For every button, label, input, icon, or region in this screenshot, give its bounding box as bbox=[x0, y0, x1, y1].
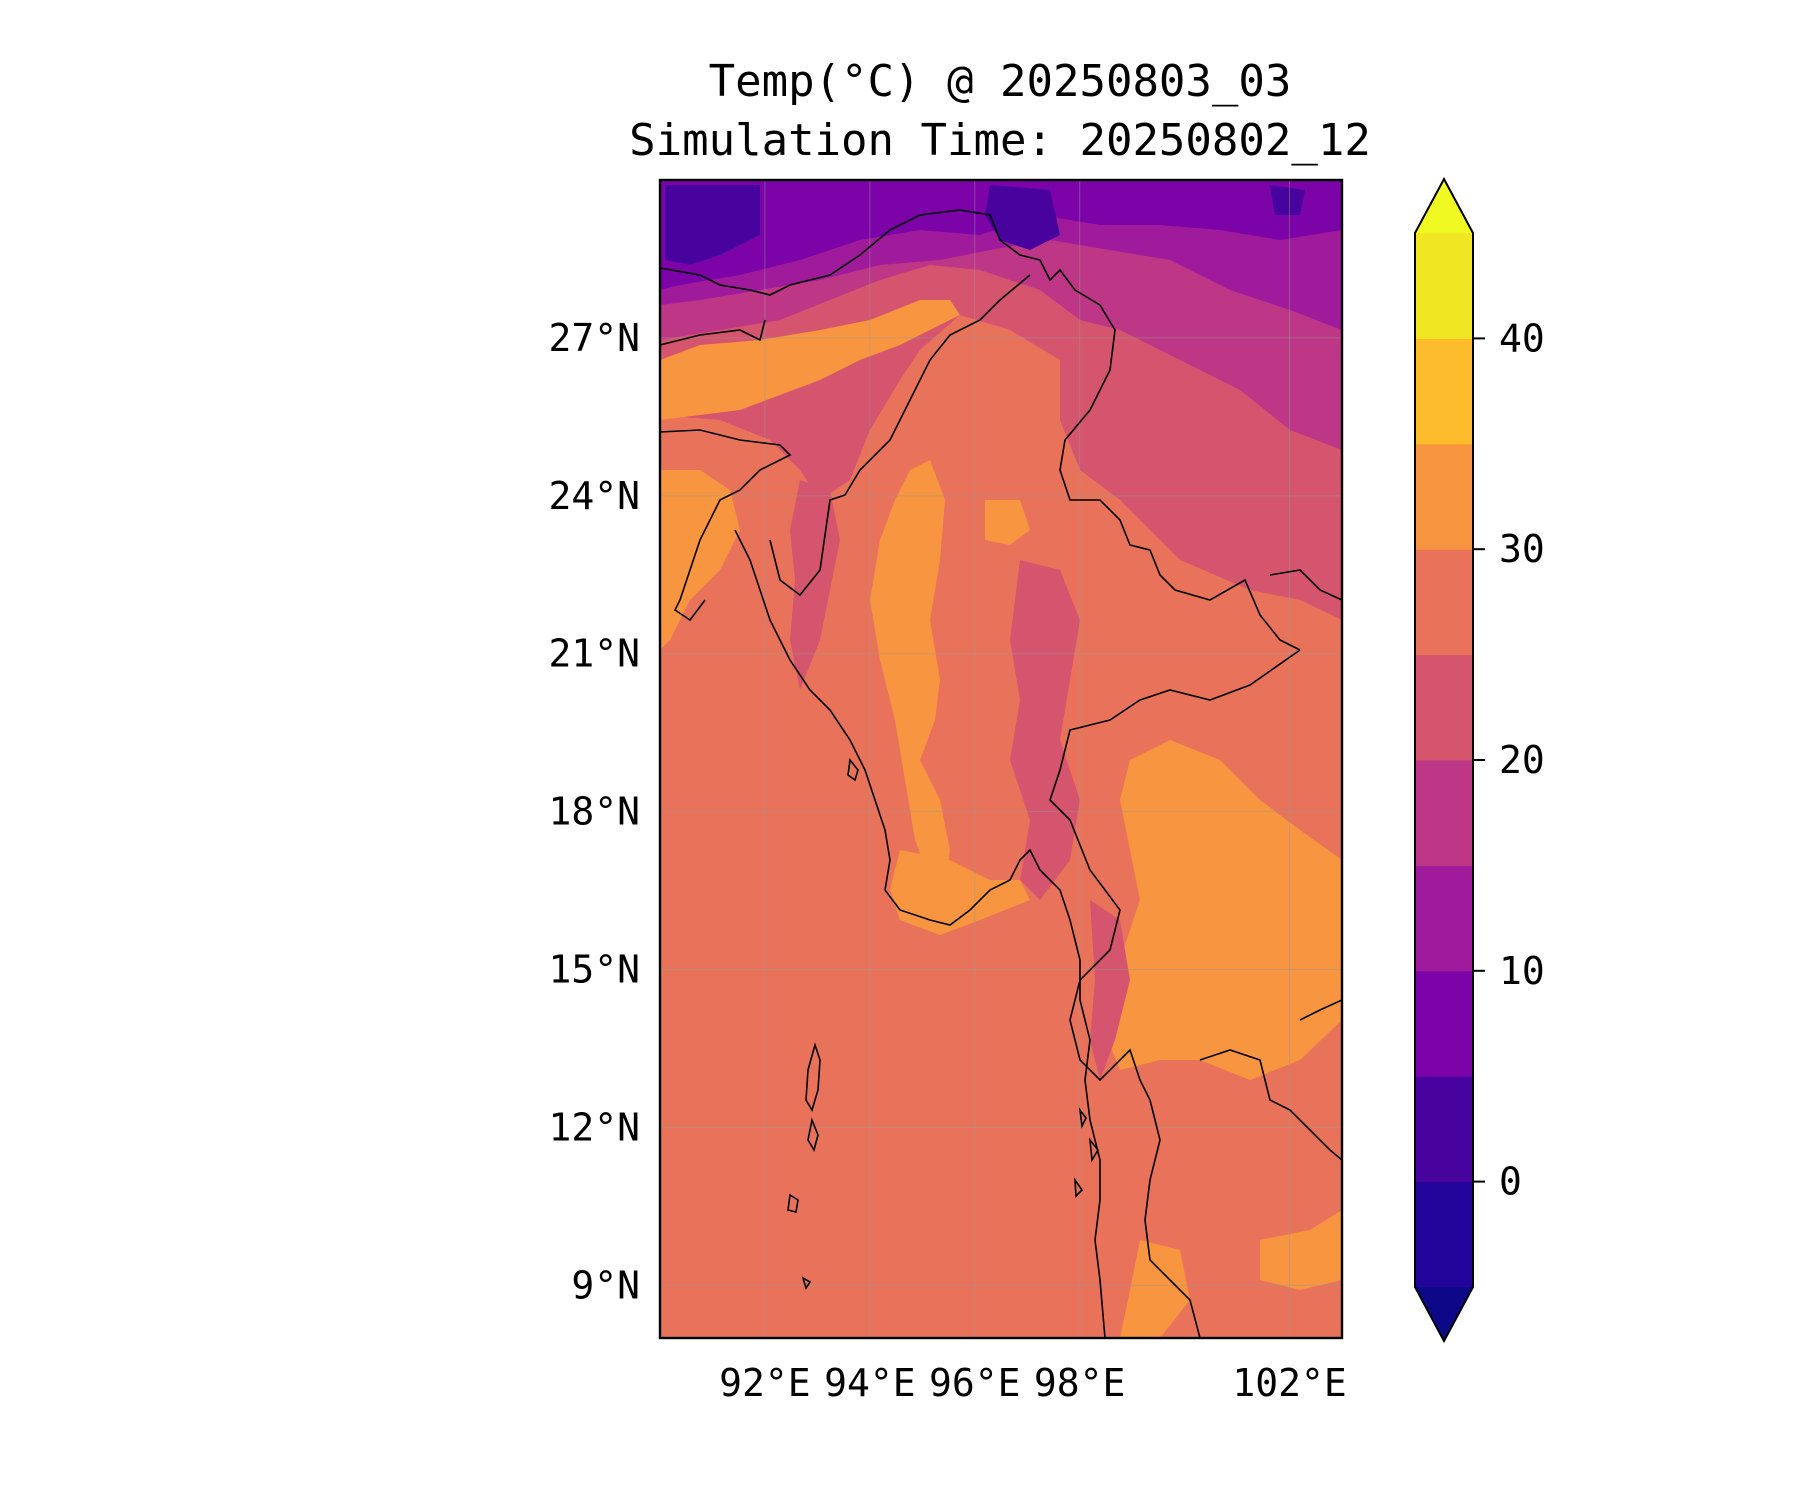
coast-bangladesh bbox=[660, 429, 792, 622]
temp-region-30-35-irrawaddy-delta bbox=[890, 850, 1030, 935]
island-nicobar bbox=[801, 1276, 812, 1290]
colorbar-tick-label: 20 bbox=[1499, 738, 1545, 782]
colorbar-segment bbox=[1415, 865, 1473, 972]
title-line-1: Temp(°C) @ 20250803_03 bbox=[709, 56, 1292, 107]
map-frame bbox=[658, 178, 1344, 1340]
island-mergui-1 bbox=[1078, 1107, 1087, 1129]
island-andaman-north bbox=[805, 1042, 821, 1112]
border-india-china-lower bbox=[660, 319, 766, 346]
island-andaman-south bbox=[807, 1117, 819, 1153]
temp-region-30-35-thailand bbox=[1100, 740, 1342, 1080]
lat-tick-label: 18°N bbox=[548, 790, 640, 834]
colorbar-tick-label: 10 bbox=[1499, 949, 1545, 993]
temp-region-0-5-north bbox=[665, 185, 760, 265]
colorbar-segment bbox=[1415, 654, 1473, 761]
temp-region-20-25-arakan bbox=[790, 480, 840, 690]
colorbar-segment bbox=[1415, 1181, 1473, 1288]
coast-gulf-thailand bbox=[1199, 1049, 1342, 1161]
colorbar-segment bbox=[1415, 760, 1473, 866]
coast-tenasserim bbox=[1079, 960, 1106, 1338]
border-tibet bbox=[660, 209, 1101, 306]
temperature-field bbox=[660, 180, 1342, 1338]
coast-delta bbox=[884, 848, 1081, 961]
temp-region-30-35-brahmaputra bbox=[660, 300, 960, 420]
colorbar-segment bbox=[1415, 233, 1473, 339]
temp-region-30-35-south bbox=[1120, 1240, 1190, 1338]
border-myanmar-india bbox=[769, 274, 1031, 597]
lon-tick-label: 92°E bbox=[719, 1361, 811, 1405]
lon-tick-label: 94°E bbox=[824, 1361, 916, 1405]
temp-region-0-5-east bbox=[985, 185, 1060, 250]
latitude-tick-labels: 27°N 24°N 21°N 18°N 15°N 12°N 9°N bbox=[548, 316, 640, 1307]
border-myanmar-china bbox=[1059, 304, 1301, 651]
border-laos-thailand bbox=[1269, 569, 1342, 601]
colorbar-tick-label: 30 bbox=[1499, 527, 1545, 571]
lat-tick-label: 21°N bbox=[548, 632, 640, 676]
temp-region-20-25-tenasserim bbox=[1090, 900, 1130, 1080]
island-mergui-2 bbox=[1088, 1137, 1099, 1163]
temp-region-30-35-central-dry bbox=[870, 460, 950, 890]
temp-region-30-35-bangladesh bbox=[660, 470, 740, 650]
coastlines-borders bbox=[660, 209, 1342, 1338]
temp-region-5-10-north bbox=[660, 180, 1342, 290]
colorbar-segment bbox=[1415, 338, 1473, 445]
colorbar-over-arrow bbox=[1415, 179, 1473, 233]
coast-isthmus bbox=[1144, 1099, 1201, 1338]
colorbar-segment bbox=[1415, 549, 1473, 656]
coast-arakan bbox=[734, 529, 891, 891]
temp-region-20-25-shan bbox=[1010, 560, 1080, 900]
colorbar-tick-label: 0 bbox=[1499, 1160, 1522, 1204]
colorbar-segment bbox=[1415, 970, 1473, 1077]
island-little-andaman bbox=[787, 1193, 799, 1213]
colorbar-segment bbox=[1415, 443, 1473, 550]
colorbar-segment bbox=[1415, 1076, 1473, 1183]
map-panel bbox=[660, 180, 1342, 1338]
lon-tick-label: 102°E bbox=[1232, 1361, 1346, 1405]
lat-tick-label: 12°N bbox=[548, 1105, 640, 1149]
lon-tick-label: 96°E bbox=[929, 1361, 1021, 1405]
temp-region-30-35-sagaing bbox=[985, 500, 1030, 545]
map-gridlines bbox=[660, 180, 1342, 1338]
lat-tick-label: 24°N bbox=[548, 474, 640, 518]
title-line-2: Simulation Time: 20250802_12 bbox=[629, 115, 1371, 166]
colorbar: 0 10 20 30 40 bbox=[1414, 176, 1545, 1344]
border-myanmar-thailand bbox=[1049, 649, 1301, 1101]
colorbar-outline bbox=[1414, 176, 1474, 1344]
island-ramree bbox=[847, 758, 859, 782]
longitude-tick-labels: 92°E 94°E 96°E 98°E 102°E bbox=[719, 1361, 1347, 1405]
lon-tick-label: 98°E bbox=[1034, 1361, 1126, 1405]
temp-region-0-5-ne bbox=[1270, 185, 1305, 215]
lat-tick-label: 27°N bbox=[548, 316, 640, 360]
lat-tick-label: 15°N bbox=[548, 948, 640, 992]
island-mergui-3 bbox=[1074, 1177, 1084, 1198]
colorbar-tick-label: 40 bbox=[1499, 316, 1545, 360]
border-cambodia bbox=[1299, 999, 1342, 1021]
temp-region-30-35-se bbox=[1260, 1210, 1342, 1290]
lat-tick-label: 9°N bbox=[571, 1263, 640, 1307]
colorbar-under-arrow bbox=[1415, 1287, 1473, 1341]
